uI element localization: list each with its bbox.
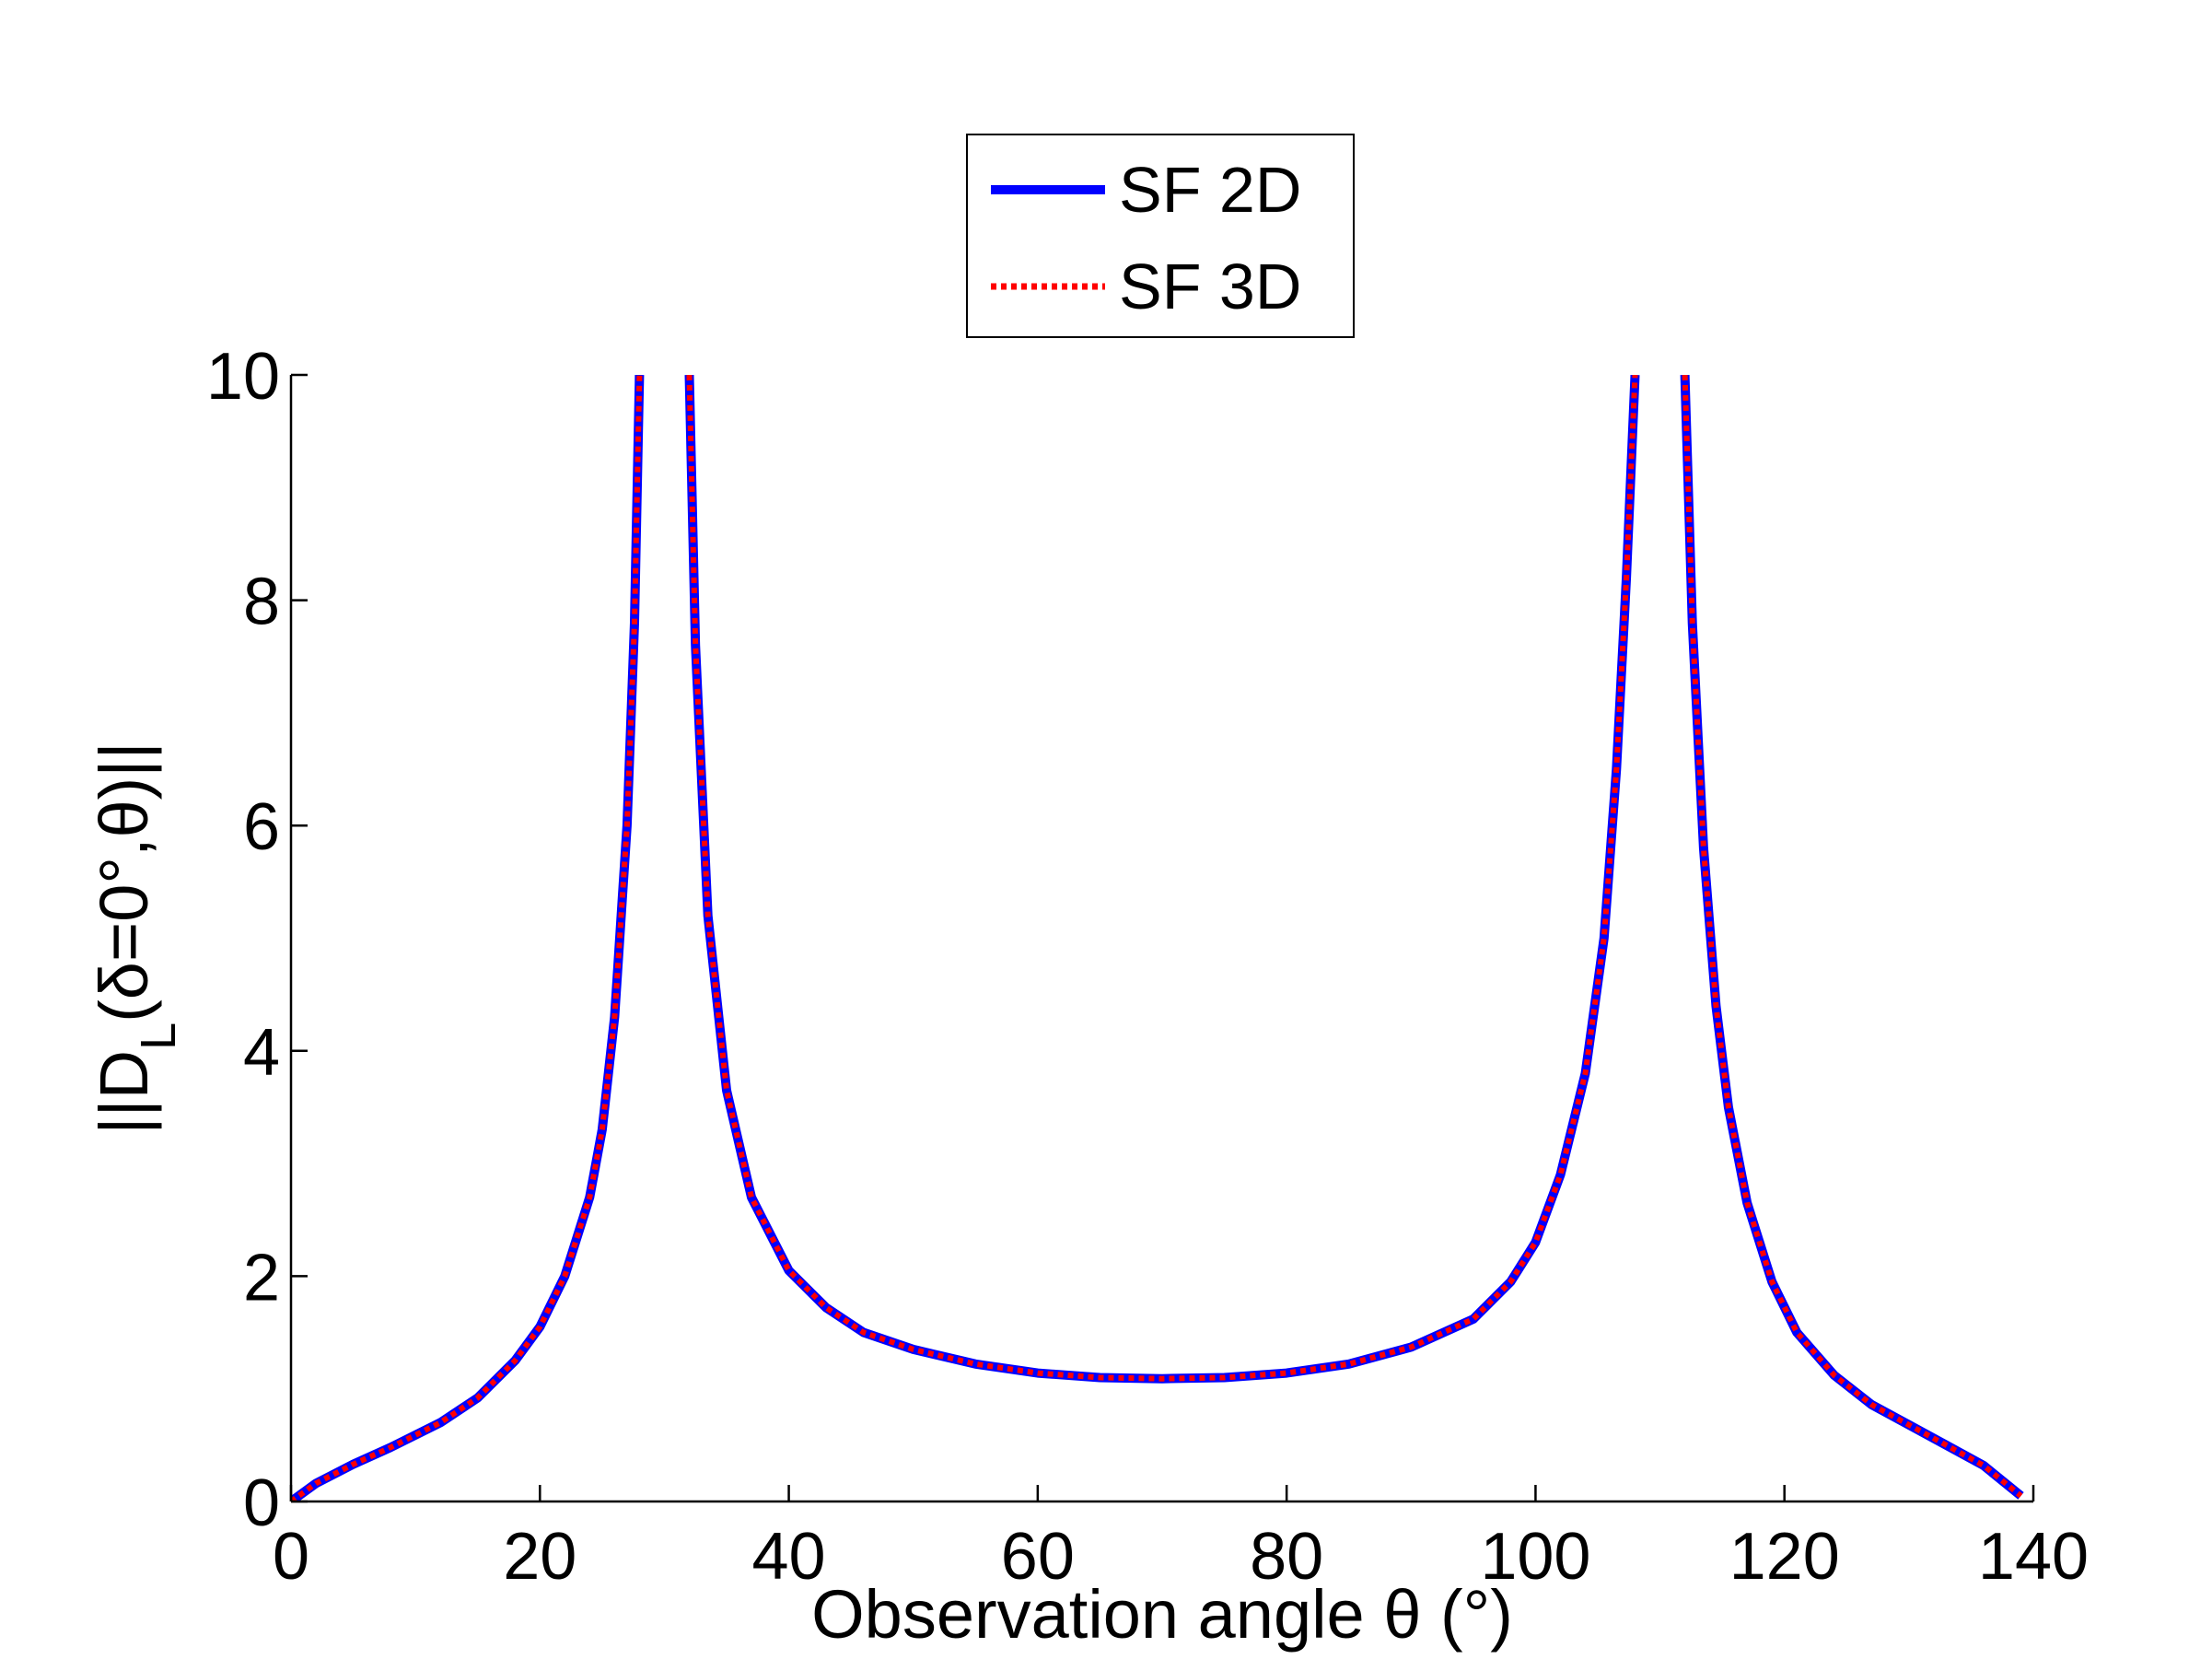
x-tick-label-20: 20 xyxy=(503,1520,576,1594)
x-tick-label-80: 80 xyxy=(1250,1520,1323,1594)
axes-layer: 0 20 40 60 80 100 120 140 0 2 4 6 8 10 xyxy=(206,340,2089,1594)
y-axis-label-prefix: ||D xyxy=(86,1050,162,1135)
series-line-2-segment-1 xyxy=(291,375,643,1501)
legend-box xyxy=(966,134,1355,338)
x-tick-label-60: 60 xyxy=(1001,1520,1075,1594)
series-layer xyxy=(291,375,2024,1501)
series-sf-3d xyxy=(291,375,2023,1501)
series-line-2-segment-3 xyxy=(1682,375,2023,1499)
x-tick-label-140: 140 xyxy=(1978,1520,2089,1594)
y-tick-label-2: 2 xyxy=(243,1241,280,1314)
y-tick-label-4: 4 xyxy=(243,1016,280,1090)
x-tick-label-120: 120 xyxy=(1729,1520,1840,1594)
legend-label-2: SF 3D xyxy=(1119,251,1301,322)
x-axis-label: Observation angle θ (°) xyxy=(811,1576,1513,1653)
x-tick-label-40: 40 xyxy=(752,1520,826,1594)
y-axis-label-suffix: (δ=0°,θ)|| xyxy=(86,742,162,1022)
series-line-2-segment-2 xyxy=(686,375,1638,1382)
legend: SF 2D SF 3D xyxy=(966,134,1355,338)
y-tick-label-10: 10 xyxy=(206,340,280,414)
x-tick-label-100: 100 xyxy=(1480,1520,1590,1594)
y-axis-label-subscript: L xyxy=(131,1022,186,1050)
y-tick-label-0: 0 xyxy=(243,1466,280,1540)
y-tick-label-8: 8 xyxy=(243,566,280,639)
y-tick-label-6: 6 xyxy=(243,790,280,864)
x-tick-label-0: 0 xyxy=(273,1520,309,1594)
y-axis-label: ||DL(δ=0°,θ)|| xyxy=(86,742,186,1135)
legend-label-1: SF 2D xyxy=(1119,154,1301,226)
